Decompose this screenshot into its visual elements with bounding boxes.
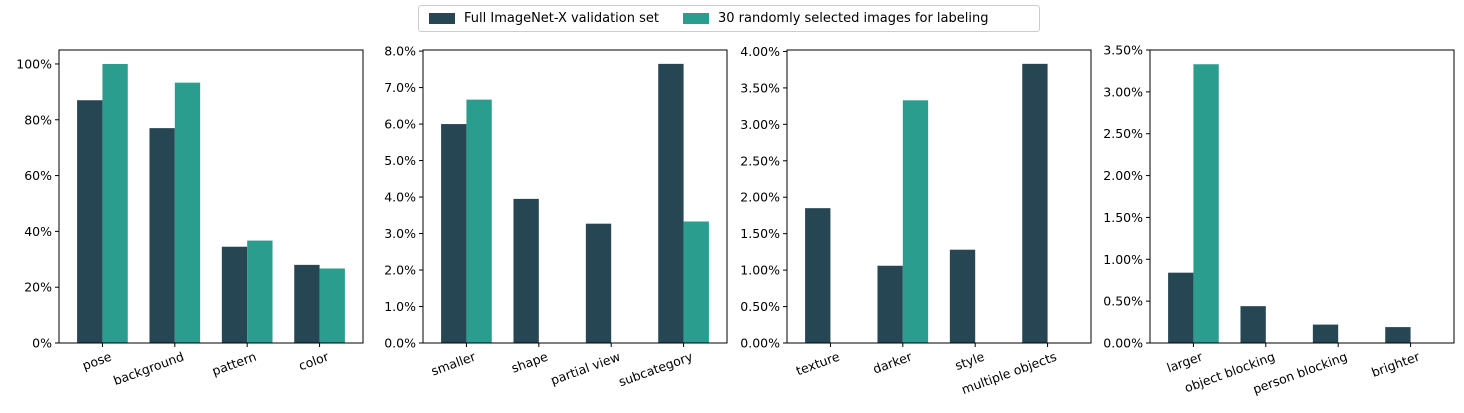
- y-tick-label: 0%: [32, 336, 52, 351]
- y-tick-label: 20%: [24, 280, 52, 295]
- y-tick-label: 2.50%: [1103, 126, 1143, 141]
- bar-sample-color: [319, 268, 345, 343]
- y-tick-label: 1.50%: [740, 226, 780, 241]
- legend: Full ImageNet-X validation set 30 random…: [418, 5, 1040, 32]
- x-tick-label: style: [953, 349, 987, 373]
- bar-full-subcategory: [658, 63, 684, 343]
- y-tick-label: 2.00%: [1103, 168, 1143, 183]
- y-tick-label: 0.50%: [740, 299, 780, 314]
- bar-sample-larger: [1193, 64, 1219, 343]
- y-tick-label: 80%: [24, 112, 52, 127]
- y-tick-label: 0.0%: [384, 336, 416, 351]
- bar-sample-smaller: [466, 99, 492, 344]
- axes-frame: [58, 49, 364, 344]
- bar-full-color: [294, 264, 320, 343]
- x-tick-label: darker: [871, 348, 915, 376]
- y-tick-label: 3.00%: [740, 117, 780, 132]
- y-tick-label: 4.0%: [384, 190, 416, 205]
- bar-sample-background: [174, 82, 201, 344]
- x-tick-label: partial view: [548, 349, 622, 388]
- x-tick-label: texture: [794, 349, 842, 379]
- bar-full-background: [149, 128, 175, 343]
- x-tick-label: subcategory: [617, 349, 696, 390]
- x-tick-label: pattern: [210, 349, 258, 379]
- x-tick-label: smaller: [429, 348, 478, 378]
- axes-frame: [422, 49, 728, 344]
- y-tick-label: 0.00%: [1103, 336, 1143, 351]
- y-tick-label: 1.00%: [740, 263, 780, 278]
- bar-sample-pattern: [247, 240, 273, 343]
- y-tick-label: 2.50%: [740, 153, 780, 168]
- y-tick-label: 8.0%: [384, 44, 416, 59]
- bar-sample-pose: [102, 63, 128, 343]
- y-tick-label: 3.50%: [740, 80, 780, 95]
- legend-item-full: Full ImageNet-X validation set: [429, 11, 659, 26]
- legend-item-sample: 30 randomly selected images for labeling: [682, 11, 989, 26]
- bar-full-object-blocking: [1240, 306, 1266, 343]
- bar-sample-darker: [902, 100, 929, 343]
- y-tick-label: 1.50%: [1103, 210, 1143, 225]
- bar-full-brighter: [1385, 327, 1411, 343]
- bar-full-multiple-objects: [1022, 63, 1048, 343]
- axes-frame: [786, 49, 1092, 344]
- y-tick-label: 1.0%: [384, 299, 416, 314]
- y-tick-label: 0.50%: [1103, 294, 1143, 309]
- chart-panel-2: 0.0% 1.0% 2.0% 3.0% 4.0% 5.0% 6.0% 7.0% 8.0% smal…: [384, 44, 728, 390]
- bar-full-shape: [513, 198, 539, 343]
- x-tick-label: background: [111, 349, 186, 388]
- x-tick-label: color: [297, 348, 332, 373]
- x-tick-label: larger: [1165, 348, 1206, 375]
- legend-swatch-sample: [682, 13, 709, 24]
- y-tick-label: 6.0%: [384, 117, 416, 132]
- x-tick-label: pose: [80, 349, 113, 373]
- y-tick-label: 40%: [24, 224, 52, 239]
- y-tick-label: 3.0%: [384, 226, 416, 241]
- y-tick-label: 100%: [16, 56, 52, 71]
- bar-sample-subcategory: [683, 221, 709, 343]
- bar-full-person-blocking: [1312, 324, 1339, 343]
- y-tick-label: 4.00%: [740, 44, 780, 59]
- y-tick-label: 2.0%: [384, 263, 416, 278]
- legend-swatch-full: [429, 13, 455, 24]
- y-tick-label: 3.50%: [1103, 43, 1143, 58]
- bar-full-smaller: [441, 124, 467, 343]
- bar-full-style: [949, 249, 976, 343]
- bar-full-pattern: [221, 246, 248, 343]
- chart-panel-4: 0.00% 0.50% 1.00% 1.50% 2.00% 2.50% 3.00% 3.50%…: [1103, 43, 1455, 397]
- bar-full-larger: [1168, 272, 1194, 343]
- y-tick-label: 7.0%: [384, 80, 416, 95]
- y-tick-label: 5.0%: [384, 153, 416, 168]
- x-tick-label: brighter: [1369, 348, 1422, 380]
- y-tick-label: 1.00%: [1103, 252, 1143, 267]
- bar-full-texture: [805, 208, 831, 343]
- y-tick-label: 60%: [24, 168, 52, 183]
- legend-label-sample: 30 randomly selected images for labeling: [717, 11, 989, 26]
- y-tick-label: 3.00%: [1103, 84, 1143, 99]
- axes-frame: [1149, 49, 1455, 344]
- y-tick-label: 0.00%: [740, 336, 780, 351]
- y-tick-label: 2.00%: [740, 190, 780, 205]
- chart-panel-3: 0.00% 0.50% 1.00% 1.50% 2.00% 2.50% 3.00% 3.50%…: [740, 44, 1092, 397]
- bar-full-pose: [77, 100, 103, 343]
- x-tick-label: shape: [509, 349, 550, 376]
- bar-full-partial-view: [585, 223, 612, 343]
- legend-label-full: Full ImageNet-X validation set: [464, 11, 659, 26]
- bar-full-darker: [877, 265, 903, 343]
